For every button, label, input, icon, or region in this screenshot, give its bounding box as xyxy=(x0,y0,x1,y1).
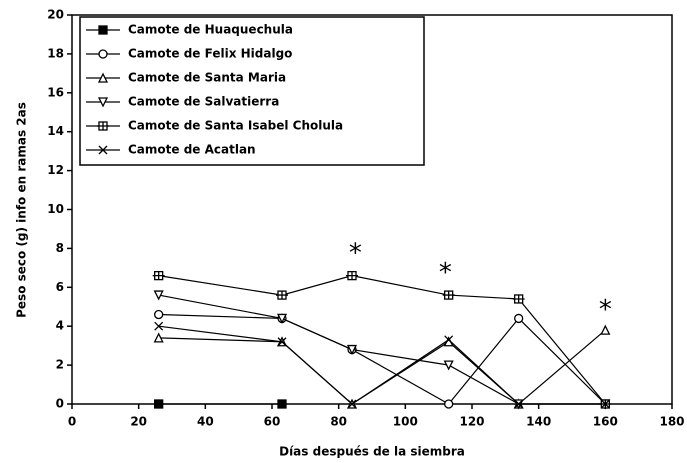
legend-label: Camote de Santa Isabel Cholula xyxy=(128,119,343,133)
circle xyxy=(444,399,454,409)
y-tick-label: 2 xyxy=(56,358,64,372)
marker xyxy=(154,321,164,331)
triangle xyxy=(276,313,288,324)
cross xyxy=(514,399,524,409)
marker xyxy=(152,270,165,281)
legend-marker xyxy=(97,121,109,131)
marker xyxy=(276,290,288,300)
cross xyxy=(444,335,454,345)
y-tick-label: 0 xyxy=(56,397,64,411)
legend-marker xyxy=(98,25,108,35)
legend-label: Camote de Salvatierra xyxy=(128,95,279,109)
series-line xyxy=(158,275,606,405)
legend-label: Camote de Huaquechula xyxy=(128,23,293,37)
triangle xyxy=(97,97,109,108)
legend-marker xyxy=(98,49,108,59)
y-tick-label: 16 xyxy=(47,85,64,99)
square xyxy=(154,399,164,409)
marker xyxy=(347,399,357,409)
series-line xyxy=(158,313,606,405)
marker xyxy=(154,399,164,409)
circle xyxy=(154,309,164,320)
marker xyxy=(154,309,164,320)
y-tick-label: 4 xyxy=(56,319,64,333)
triangle xyxy=(153,290,164,301)
x-tick-label: 120 xyxy=(459,415,484,429)
triangle xyxy=(346,344,358,355)
y-tick-label: 18 xyxy=(47,46,64,60)
y-tick-label: 6 xyxy=(56,280,64,294)
circle xyxy=(514,313,524,324)
marker xyxy=(153,290,164,301)
marker xyxy=(514,313,524,324)
marker xyxy=(346,344,358,355)
marker xyxy=(600,324,611,335)
triangle xyxy=(443,360,454,371)
plus xyxy=(97,122,109,130)
cross xyxy=(98,145,108,155)
x-tick-label: 180 xyxy=(659,415,684,429)
legend-marker xyxy=(97,72,109,83)
x-tick-label: 100 xyxy=(393,415,418,429)
cross xyxy=(154,321,164,331)
x-tick-label: 20 xyxy=(130,415,147,429)
x-axis-label: Días después de la siembra xyxy=(279,445,465,459)
legend-marker xyxy=(97,97,109,108)
legend-box xyxy=(79,16,425,166)
marker xyxy=(600,399,610,409)
series-line xyxy=(158,329,606,405)
plus xyxy=(152,271,165,280)
legend-label: Camote de Santa Maria xyxy=(128,71,286,85)
marker xyxy=(277,337,287,347)
cross xyxy=(600,399,610,409)
annotation: * xyxy=(439,258,452,288)
series-line xyxy=(158,325,606,405)
x-tick-label: 40 xyxy=(197,415,214,429)
y-tick-label: 12 xyxy=(47,163,64,177)
marker xyxy=(277,399,287,409)
marker xyxy=(276,313,288,324)
y-axis-label: Peso seco (g) info en ramas 2as xyxy=(15,102,29,318)
y-tick-label: 20 xyxy=(47,8,64,22)
x-tick-label: 60 xyxy=(264,415,281,429)
marker xyxy=(346,270,358,281)
marker xyxy=(153,332,164,343)
plus xyxy=(276,291,288,300)
legend-label: Camote de Felix Hidalgo xyxy=(128,47,292,61)
plus xyxy=(346,271,358,280)
legend-label: Camote de Acatlan xyxy=(128,143,256,157)
annotation: * xyxy=(349,239,362,269)
cross xyxy=(277,337,287,347)
marker xyxy=(512,294,525,304)
x-tick-label: 0 xyxy=(68,415,76,429)
plus xyxy=(512,294,525,303)
marker xyxy=(443,360,454,371)
plus xyxy=(442,291,455,300)
x-tick-label: 80 xyxy=(330,415,347,429)
triangle xyxy=(600,324,611,335)
y-tick-label: 14 xyxy=(47,124,64,138)
triangle xyxy=(97,72,109,83)
x-tick-label: 160 xyxy=(593,415,618,429)
square xyxy=(98,25,108,35)
triangle xyxy=(153,332,164,343)
x-tick-label: 140 xyxy=(526,415,551,429)
marker xyxy=(444,399,454,409)
marker xyxy=(444,335,454,345)
marker xyxy=(442,290,455,300)
annotation: * xyxy=(599,295,612,325)
y-tick-label: 8 xyxy=(56,241,64,255)
legend-marker xyxy=(98,145,108,155)
square xyxy=(277,399,287,409)
cross xyxy=(347,399,357,409)
marker xyxy=(514,399,524,409)
y-tick-label: 10 xyxy=(47,202,64,216)
circle xyxy=(98,49,108,59)
